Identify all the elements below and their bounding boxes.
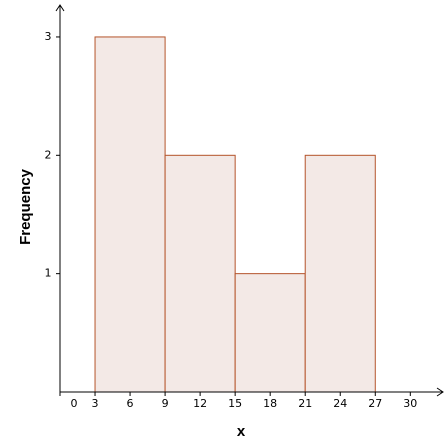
x-tick-label: 12 [193,397,207,410]
x-tick-label: 18 [263,397,277,410]
bar [164,154,236,393]
y-axis-arrow [55,4,65,12]
x-tick-label: 0 [71,397,78,410]
y-tick-label: 3 [45,30,52,43]
x-tick-label: 9 [162,397,169,410]
y-axis-title: Frequency [17,168,34,245]
y-tick-label: 1 [45,267,52,280]
x-axis-title: x [237,423,246,440]
bar [94,36,166,393]
x-tick-label: 15 [228,397,242,410]
bar [304,154,376,393]
x-tick-label: 24 [333,397,347,410]
x-tick-label: 30 [403,397,417,410]
x-tick-label: 6 [127,397,134,410]
x-axis-arrow [436,387,444,397]
bar [234,273,306,393]
y-tick-label: 2 [45,148,52,161]
x-tick-label: 21 [298,397,312,410]
x-tick-label: 3 [92,397,99,410]
x-tick-label: 27 [368,397,382,410]
